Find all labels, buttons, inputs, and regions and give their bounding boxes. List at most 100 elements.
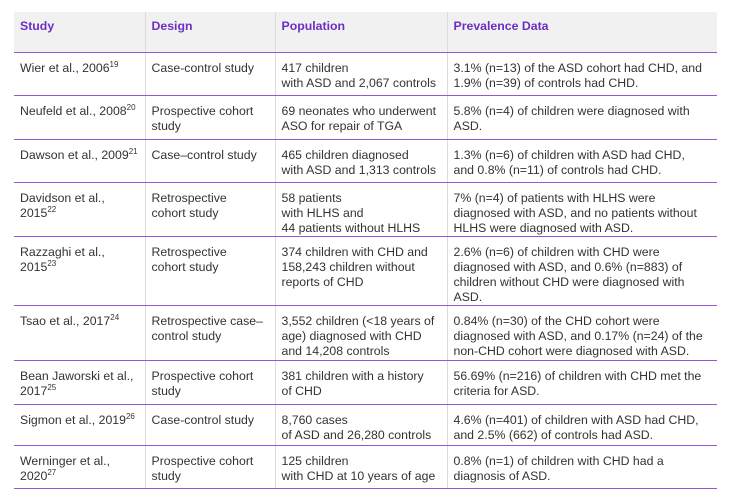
prevalence-line: criteria for ASD. <box>453 384 540 398</box>
design-line: cohort study <box>151 260 219 274</box>
design-line: Retrospective <box>151 191 227 205</box>
header-row: Study Design Population Prevalence Data <box>14 12 717 53</box>
reference-number: 19 <box>109 60 119 69</box>
study-line: Tsao et al., 201724 <box>20 314 139 329</box>
study-text: 2020 <box>20 469 48 483</box>
header-cell: Design <box>144 12 275 53</box>
design-line: Case–control study <box>151 148 257 162</box>
prevalence-cell: 7% (n=4) of patients with HLHS were diagn… <box>446 182 717 237</box>
design-cell: Retrospective cohort study <box>144 182 275 237</box>
table-row: Tsao et al., 201724 Retrospective case– co… <box>14 305 717 361</box>
population-line: age) diagnosed with CHD <box>281 329 422 343</box>
table-row: Sigmon et al., 201926 Case-control study 8… <box>14 404 717 446</box>
table-row: Neufeld et al., 200820 Prospective cohort… <box>14 95 717 140</box>
study-line: 201522 <box>20 206 139 221</box>
population-line: with ASD and 1,313 controls <box>281 163 437 177</box>
prevalence-line: ASD. <box>453 290 483 304</box>
prevalence-line: non-CHD cohort were diagnosed with ASD. <box>453 344 690 358</box>
prevalence-line: diagnosis of ASD. <box>453 469 551 483</box>
study-cell: Tsao et al., 201724 <box>14 305 145 361</box>
population-line: 465 children diagnosed <box>281 148 409 162</box>
design-line: Retrospective <box>151 245 227 259</box>
study-line: 201523 <box>20 260 139 275</box>
design-cell: Case-control study <box>144 404 275 446</box>
prevalence-line: 2.6% (n=6) of children with CHD were <box>453 245 660 259</box>
table-row: Wier et al., 200619 Case-control study 417… <box>14 52 717 96</box>
population-cell: 417 children with ASD and 2,067 controls <box>274 52 447 96</box>
population-line: of ASD and 26,280 controls <box>281 428 432 442</box>
study-cell: Razzaghi et al., 201523 <box>14 236 145 306</box>
population-line: with CHD at 10 years of age <box>281 469 436 483</box>
table-row: Razzaghi et al., 201523 Retrospective cohor… <box>14 236 717 306</box>
population-line: with HLHS and <box>281 206 364 220</box>
table-row: Davidson et al., 201522 Retrospective cohor… <box>14 182 717 237</box>
prevalence-line: and 0.8% (n=11) of controls had CHD. <box>453 163 662 177</box>
prevalence-line: 0.8% (n=1) of children with CHD had a <box>453 454 664 468</box>
design-line: Prospective cohort <box>151 454 254 468</box>
reference-number: 24 <box>110 313 120 322</box>
design-line: study <box>151 469 181 483</box>
study-text: Neufeld et al., 2008 <box>20 104 127 118</box>
study-table: Study Design Population Prevalence Data Wie… <box>14 12 717 489</box>
prevalence-line: 1.3% (n=6) of children with ASD had CHD, <box>453 148 685 162</box>
design-line: cohort study <box>151 206 219 220</box>
study-text: Wier et al., 2006 <box>20 61 110 75</box>
study-line: Neufeld et al., 200820 <box>20 104 139 119</box>
prevalence-line: diagnosed with ASD, and 0.17% (n=24) of … <box>453 329 703 343</box>
study-text: Sigmon et al., 2019 <box>20 413 126 427</box>
population-cell: 125 children with CHD at 10 years of age <box>274 445 447 489</box>
prevalence-cell: 1.3% (n=6) of children with ASD had CHD,… <box>446 139 717 183</box>
prevalence-line: and 2.5% (662) of controls had ASD. <box>453 428 654 442</box>
prevalence-cell: 2.6% (n=6) of children with CHD were diag… <box>446 236 717 306</box>
design-cell: Case–control study <box>144 139 275 183</box>
study-cell: Dawson et al., 200921 <box>14 139 145 183</box>
population-line: 58 patients <box>281 191 342 205</box>
population-cell: 3,552 children (<18 years of age) diagnos… <box>274 305 447 361</box>
population-line: 381 children with a history <box>281 369 424 383</box>
population-line: 69 neonates who underwent <box>281 104 437 118</box>
study-cell: Werninger et al., 202027 <box>14 445 145 489</box>
design-line: control study <box>151 329 222 343</box>
population-line: 44 patients without HLHS <box>281 221 421 235</box>
header-cell: Study <box>14 12 145 53</box>
prevalence-line: HLHS were diagnosed with ASD. <box>453 221 634 235</box>
population-line: 374 children with CHD and <box>281 245 428 259</box>
prevalence-cell: 4.6% (n=401) of children with ASD had CH… <box>446 404 717 446</box>
design-line: Retrospective case– <box>151 314 263 328</box>
population-cell: 381 children with a history of CHD <box>274 360 447 405</box>
population-line: 158,243 children without <box>281 260 415 274</box>
population-line: 125 children <box>281 454 349 468</box>
prevalence-line: children without CHD were diagnosed with <box>453 275 685 289</box>
prevalence-line: ASD. <box>453 119 483 133</box>
study-cell: Wier et al., 200619 <box>14 52 145 96</box>
design-cell: Retrospective cohort study <box>144 236 275 306</box>
population-line: with ASD and 2,067 controls <box>281 76 437 90</box>
design-line: study <box>151 119 181 133</box>
prevalence-line: diagnosed with ASD, and no patients with… <box>453 206 697 220</box>
population-line: 417 children <box>281 61 349 75</box>
table-row: Bean Jaworski et al., 201725 Prospective c… <box>14 360 717 405</box>
study-line: Wier et al., 200619 <box>20 61 139 76</box>
design-line: Prospective cohort <box>151 369 254 383</box>
population-line: of CHD <box>281 384 322 398</box>
design-cell: Case-control study <box>144 52 275 96</box>
table-row: Werninger et al., 202027 Prospective cohor… <box>14 445 717 489</box>
table-body: Wier et al., 200619 Case-control study 417… <box>14 52 717 489</box>
prevalence-line: 7% (n=4) of patients with HLHS were <box>453 191 656 205</box>
study-line: 202027 <box>20 469 139 484</box>
study-line: Bean Jaworski et al., <box>20 369 139 384</box>
study-cell: Bean Jaworski et al., 201725 <box>14 360 145 405</box>
prevalence-line: 0.84% (n=30) of the CHD cohort were <box>453 314 660 328</box>
study-text: 2015 <box>20 206 48 220</box>
prevalence-line: 4.6% (n=401) of children with ASD had CH… <box>453 413 699 427</box>
study-cell: Davidson et al., 201522 <box>14 182 145 237</box>
study-line: Werninger et al., <box>20 454 139 469</box>
study-line: 201725 <box>20 384 139 399</box>
prevalence-cell: 0.8% (n=1) of children with CHD had a dia… <box>446 445 717 489</box>
study-text: Tsao et al., 2017 <box>20 314 111 328</box>
header-cell: Population <box>274 12 447 53</box>
population-line: ASO for repair of TGA <box>281 119 403 133</box>
prevalence-line: 56.69% (n=216) of children with CHD met … <box>453 369 702 383</box>
design-cell: Prospective cohort study <box>144 95 275 140</box>
